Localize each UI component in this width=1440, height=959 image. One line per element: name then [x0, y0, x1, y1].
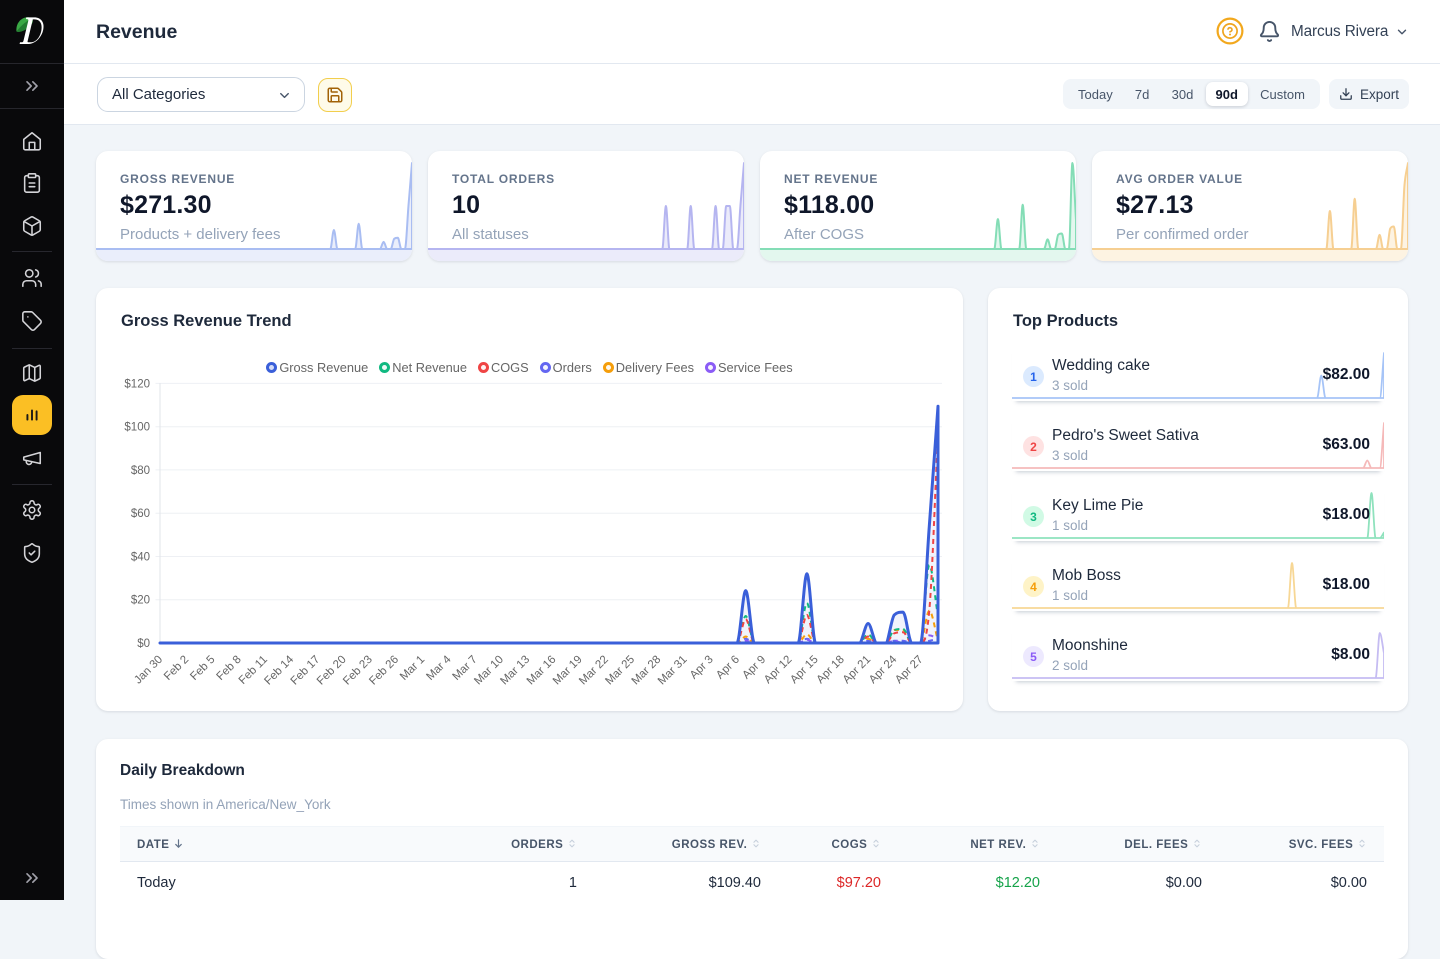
svg-text:Apr 3: Apr 3 — [688, 654, 716, 682]
svg-text:Apr 6: Apr 6 — [714, 654, 742, 682]
svg-text:Mar 31: Mar 31 — [656, 654, 690, 688]
svg-text:Feb 26: Feb 26 — [367, 654, 401, 688]
svg-text:$0: $0 — [137, 638, 150, 650]
svg-text:$100: $100 — [124, 422, 150, 434]
svg-text:$80: $80 — [131, 465, 150, 477]
svg-text:Apr 15: Apr 15 — [788, 654, 820, 686]
svg-text:Feb 5: Feb 5 — [188, 654, 217, 683]
svg-text:Apr 24: Apr 24 — [867, 653, 900, 686]
svg-text:$120: $120 — [124, 378, 150, 390]
svg-text:$40: $40 — [131, 552, 150, 564]
svg-text:$60: $60 — [131, 508, 150, 520]
svg-text:Apr 12: Apr 12 — [762, 654, 794, 686]
svg-text:Apr 27: Apr 27 — [893, 654, 925, 686]
svg-text:Jan 30: Jan 30 — [132, 654, 165, 687]
svg-text:$20: $20 — [131, 595, 150, 607]
svg-text:Mar 4: Mar 4 — [424, 653, 454, 683]
svg-text:Apr 21: Apr 21 — [841, 654, 873, 686]
svg-text:Apr 18: Apr 18 — [814, 654, 846, 686]
svg-text:Mar 1: Mar 1 — [398, 654, 427, 683]
svg-text:Feb 2: Feb 2 — [162, 654, 191, 683]
